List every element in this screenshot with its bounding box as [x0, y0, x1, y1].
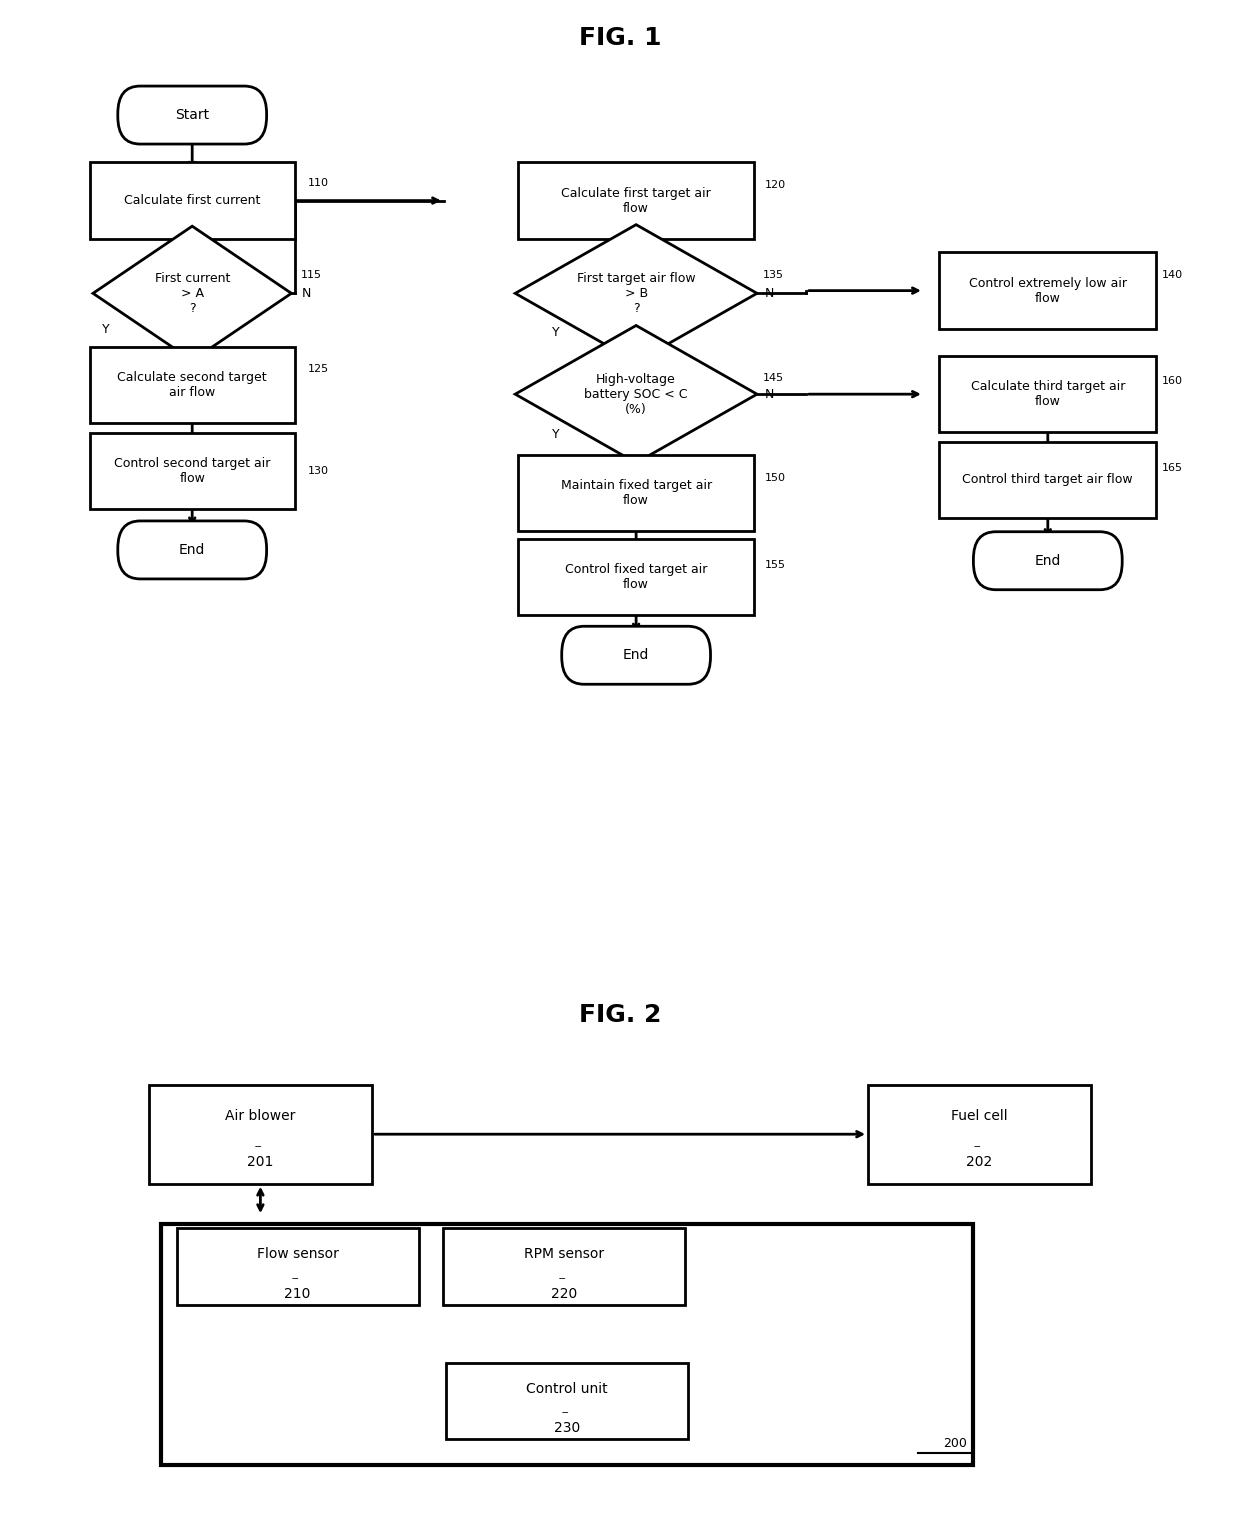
Text: Control third target air flow: Control third target air flow [962, 473, 1133, 487]
FancyBboxPatch shape [562, 626, 711, 684]
Text: 165: 165 [1162, 462, 1183, 473]
Text: Calculate first current: Calculate first current [124, 194, 260, 208]
FancyBboxPatch shape [518, 162, 754, 238]
Text: Control unit: Control unit [527, 1381, 608, 1396]
FancyBboxPatch shape [518, 455, 754, 531]
FancyBboxPatch shape [118, 85, 267, 143]
Polygon shape [516, 325, 756, 462]
Text: 110: 110 [308, 177, 329, 188]
Text: Fuel cell: Fuel cell [951, 1109, 1008, 1123]
Polygon shape [93, 226, 291, 360]
FancyBboxPatch shape [940, 356, 1156, 432]
Text: Calculate first target air
flow: Calculate first target air flow [562, 186, 711, 215]
Text: Control second target air
flow: Control second target air flow [114, 456, 270, 485]
Text: 135: 135 [763, 270, 784, 281]
Text: 125: 125 [308, 365, 329, 374]
Text: Calculate second target
air flow: Calculate second target air flow [118, 371, 267, 400]
Text: 145: 145 [763, 372, 784, 383]
Text: 140: 140 [1162, 270, 1183, 281]
Text: Y: Y [552, 429, 559, 441]
Text: N: N [765, 287, 775, 299]
Text: Control extremely low air
flow: Control extremely low air flow [968, 276, 1127, 305]
FancyBboxPatch shape [940, 252, 1156, 328]
FancyBboxPatch shape [161, 1224, 973, 1465]
Text: 201: 201 [247, 1155, 274, 1169]
Text: 230: 230 [554, 1421, 580, 1436]
Text: 150: 150 [765, 473, 786, 482]
FancyBboxPatch shape [89, 432, 295, 508]
Text: First target air flow
> B
?: First target air flow > B ? [577, 272, 696, 314]
FancyBboxPatch shape [89, 162, 295, 238]
FancyBboxPatch shape [518, 539, 754, 615]
FancyBboxPatch shape [446, 1363, 688, 1439]
Text: FIG. 2: FIG. 2 [579, 1003, 661, 1027]
FancyBboxPatch shape [149, 1085, 372, 1184]
Text: 100: 100 [682, 163, 707, 175]
Text: 115: 115 [301, 270, 322, 281]
FancyBboxPatch shape [176, 1228, 419, 1305]
Text: Air blower: Air blower [226, 1109, 295, 1123]
Text: 202: 202 [966, 1155, 993, 1169]
Text: 130: 130 [308, 465, 329, 476]
Text: Flow sensor: Flow sensor [257, 1247, 339, 1260]
Text: Y: Y [102, 324, 109, 336]
Text: N: N [765, 388, 775, 401]
Text: N: N [301, 287, 311, 299]
FancyBboxPatch shape [940, 441, 1156, 517]
Text: End: End [179, 543, 206, 557]
Text: Calculate third target air
flow: Calculate third target air flow [971, 380, 1125, 407]
Text: 120: 120 [765, 180, 786, 191]
Text: First current
> A
?: First current > A ? [155, 272, 229, 314]
Text: End: End [1034, 554, 1061, 568]
Polygon shape [516, 224, 756, 362]
Text: Control fixed target air
flow: Control fixed target air flow [565, 563, 707, 591]
Text: FIG. 1: FIG. 1 [579, 26, 661, 50]
Text: 155: 155 [765, 560, 786, 571]
Text: End: End [622, 649, 650, 662]
Text: High-voltage
battery SOC < C
(%): High-voltage battery SOC < C (%) [584, 372, 688, 415]
Text: 200: 200 [944, 1436, 967, 1450]
Text: Maintain fixed target air
flow: Maintain fixed target air flow [560, 479, 712, 507]
Text: Start: Start [175, 108, 210, 122]
Text: 210: 210 [284, 1286, 311, 1300]
Text: 160: 160 [1162, 375, 1183, 386]
FancyBboxPatch shape [118, 520, 267, 578]
Text: 220: 220 [551, 1286, 578, 1300]
FancyBboxPatch shape [89, 346, 295, 423]
FancyBboxPatch shape [443, 1228, 684, 1305]
FancyBboxPatch shape [973, 531, 1122, 589]
Text: Y: Y [552, 327, 559, 339]
Text: RPM sensor: RPM sensor [525, 1247, 604, 1260]
FancyBboxPatch shape [868, 1085, 1091, 1184]
